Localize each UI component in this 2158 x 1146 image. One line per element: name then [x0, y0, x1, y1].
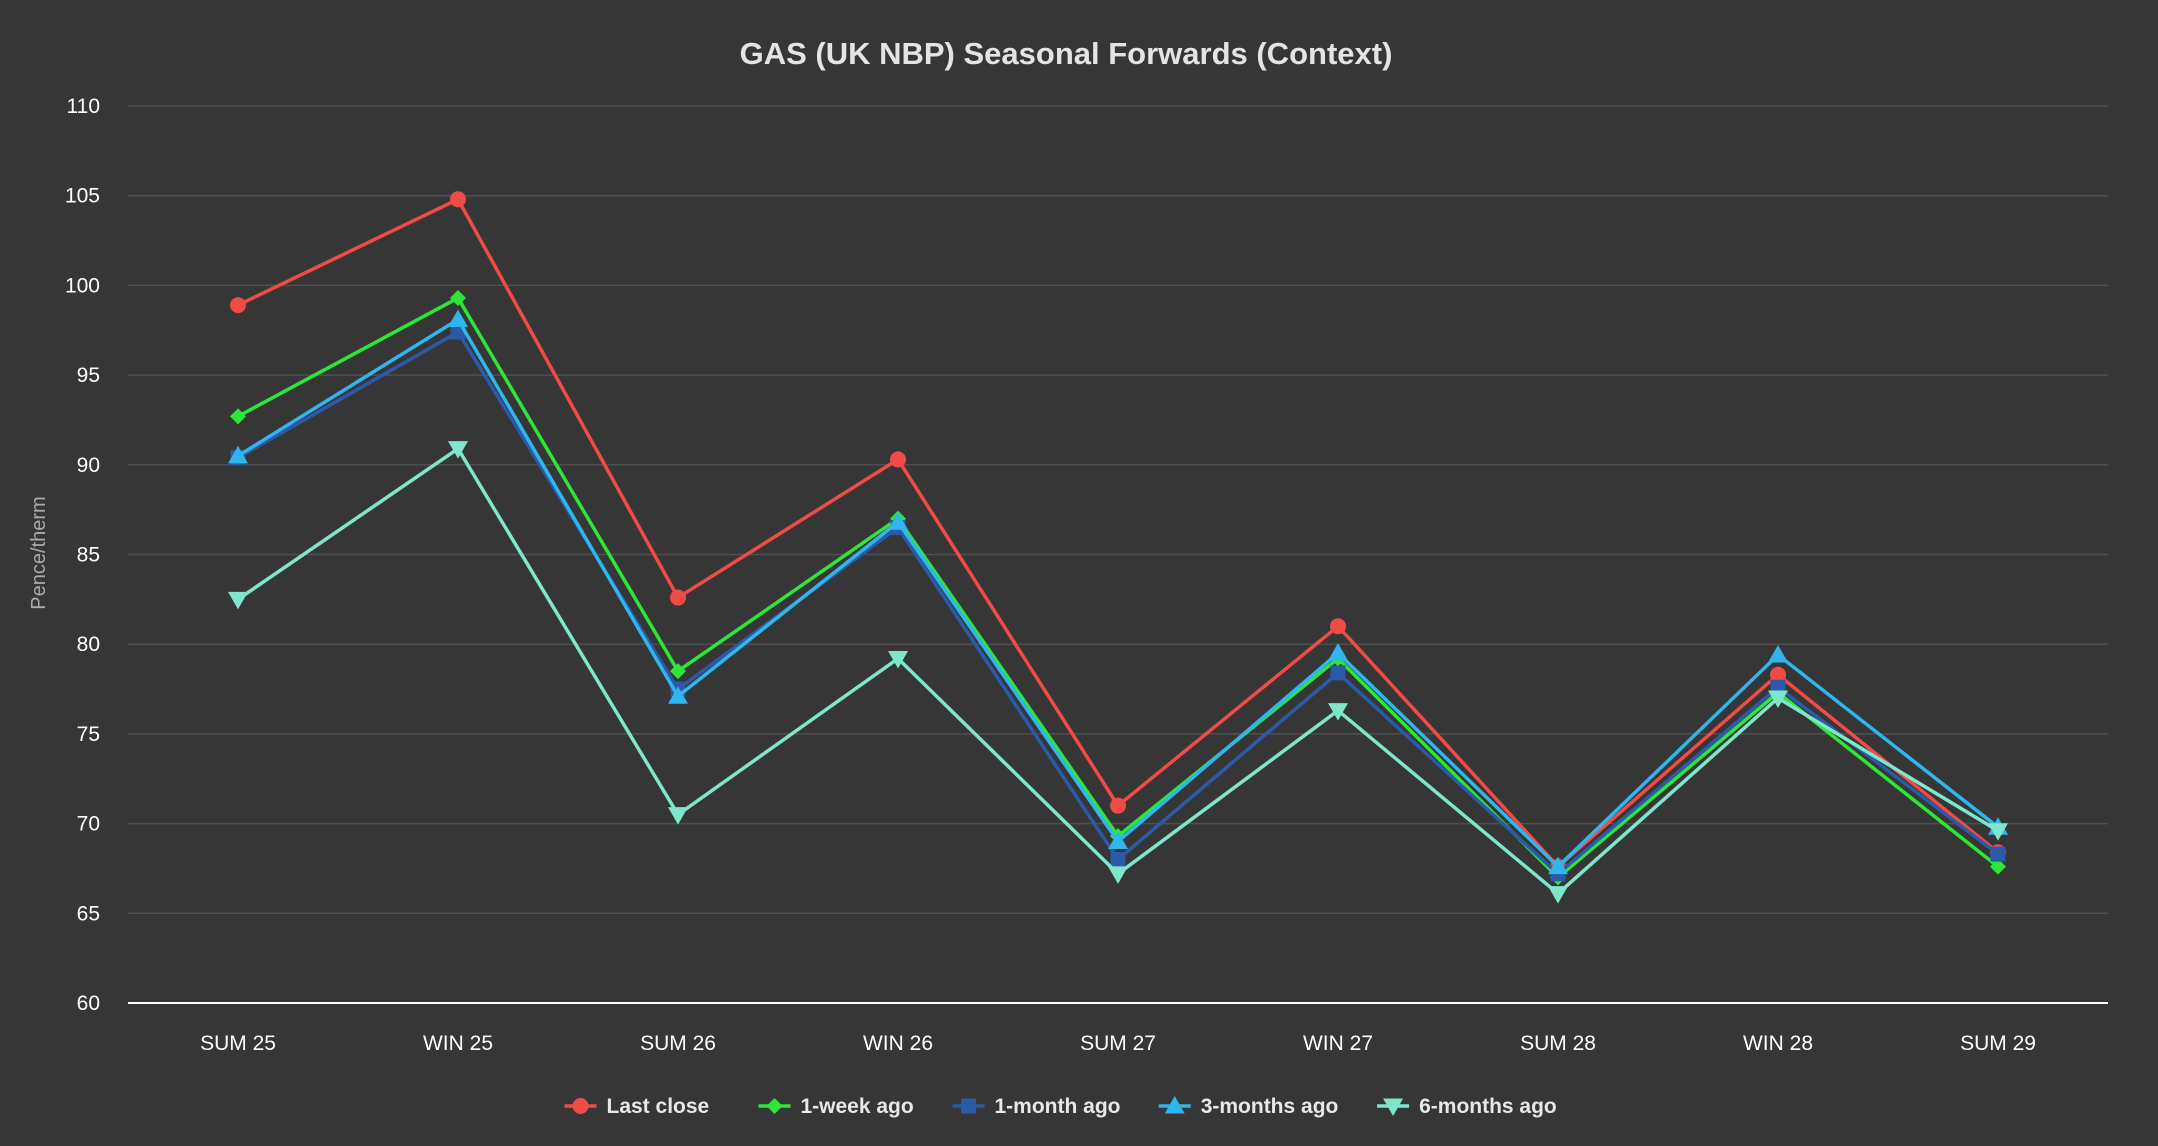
data-point — [228, 445, 248, 464]
data-point — [1990, 858, 2006, 875]
data-point — [1990, 846, 2006, 862]
data-point — [1770, 666, 1786, 683]
data-point — [888, 512, 908, 530]
y-tick-label: 60 — [77, 992, 100, 1015]
legend-item[interactable]: 1-month ago — [952, 1095, 1121, 1118]
data-point — [1328, 703, 1348, 721]
legend-item[interactable]: 1-week ago — [758, 1095, 914, 1118]
data-point — [1768, 644, 1788, 663]
data-point — [1988, 823, 2008, 841]
data-point — [1108, 866, 1128, 884]
x-tick-label: SUM 28 — [1520, 1032, 1596, 1055]
x-tick-label: SUM 27 — [1080, 1032, 1156, 1055]
series-6-months-ago — [228, 441, 2008, 904]
data-point — [670, 663, 686, 680]
y-tick-label: 110 — [67, 95, 100, 118]
data-point — [228, 591, 248, 610]
y-tick-label: 70 — [77, 813, 100, 836]
legend-label: 1-week ago — [801, 1095, 914, 1118]
chart-title: GAS (UK NBP) Seasonal Forwards (Context) — [740, 36, 1393, 71]
data-point — [1110, 797, 1126, 814]
series-3-months-ago — [228, 309, 2008, 875]
series-1-week-ago — [230, 289, 2006, 886]
y-tick-label: 95 — [77, 364, 100, 387]
legend-label: 6-months ago — [1419, 1095, 1557, 1118]
data-point — [1330, 618, 1346, 635]
y-tick-label: 90 — [77, 454, 100, 477]
y-tick-label: 105 — [65, 185, 100, 208]
legend-label: Last close — [607, 1095, 710, 1118]
legend-item[interactable]: Last close — [564, 1095, 710, 1118]
data-point — [450, 191, 466, 208]
x-tick-label: SUM 25 — [200, 1032, 276, 1055]
y-tick-label: 65 — [77, 902, 100, 925]
y-tick-label: 75 — [77, 723, 100, 746]
x-tick-label: WIN 28 — [1743, 1032, 1813, 1055]
series-lines — [228, 191, 2008, 904]
data-point — [1768, 690, 1788, 709]
data-point — [890, 451, 906, 468]
series-line — [237, 446, 1999, 896]
data-point — [1548, 886, 1568, 904]
x-tick-label: SUM 26 — [640, 1032, 716, 1055]
data-point — [230, 297, 246, 314]
data-point — [1328, 643, 1348, 661]
y-tick-label: 100 — [65, 274, 100, 297]
y-tick-label: 80 — [77, 633, 100, 656]
x-tick-label: WIN 25 — [423, 1032, 493, 1055]
legend-label: 1-month ago — [995, 1095, 1121, 1118]
grid-lines — [128, 105, 2108, 915]
series-last-close — [230, 191, 2006, 875]
x-tick-label: WIN 26 — [863, 1032, 933, 1055]
y-tick-label: 85 — [77, 544, 100, 567]
data-point — [450, 289, 466, 306]
data-point — [448, 309, 468, 327]
legend-marker — [1164, 1096, 1185, 1114]
data-point — [668, 807, 688, 825]
x-axis-ticks: SUM 25 WIN 25 SUM 26 WIN 26 SUM 27 WIN 27 SUM … — [200, 1032, 2036, 1055]
legend-label: 3-months ago — [1201, 1095, 1339, 1118]
series-line — [237, 197, 2000, 869]
data-point — [1110, 851, 1126, 867]
legend-marker — [572, 1098, 589, 1114]
data-point — [1330, 665, 1346, 681]
legend-item[interactable]: 6-months ago — [1377, 1095, 1557, 1118]
data-point — [668, 686, 688, 704]
data-point — [1548, 856, 1568, 875]
data-point — [230, 408, 246, 425]
legend-marker — [961, 1098, 976, 1114]
y-axis-label: Pence/therm — [28, 496, 50, 609]
legend-marker — [766, 1098, 783, 1114]
data-point — [1108, 831, 1128, 850]
legend: Last close 1-week ago 1-month ago 3-months … — [564, 1095, 1557, 1118]
legend-item[interactable]: 3-months ago — [1158, 1095, 1339, 1118]
data-point — [888, 651, 908, 669]
legend-marker — [1383, 1098, 1404, 1116]
data-point — [448, 441, 468, 459]
x-tick-label: WIN 27 — [1303, 1032, 1373, 1055]
series-line — [237, 296, 2000, 880]
data-point — [670, 589, 686, 606]
series-line — [237, 330, 2000, 876]
y-axis-ticks: 60 65 70 75 80 85 90 95 100 105 110 — [65, 95, 100, 1015]
x-tick-label: SUM 29 — [1960, 1032, 2036, 1055]
